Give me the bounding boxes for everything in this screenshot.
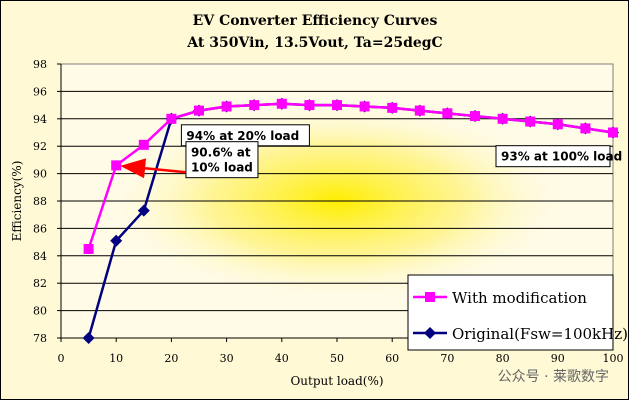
data-point (194, 105, 204, 116)
legend-entry-modified: With modification (413, 289, 587, 307)
y-tick-label: 86 (33, 222, 47, 235)
data-point (332, 100, 342, 111)
y-tick-label: 82 (33, 277, 47, 290)
x-tick-label: 40 (275, 352, 289, 365)
legend: With modification Original(Fsw=100kHz) (407, 274, 628, 351)
annotation-20pct: 94% at 20% load (180, 124, 310, 147)
annotation-text: 94% at 20% load (186, 129, 299, 143)
x-tick-label: 80 (496, 352, 510, 365)
data-point (442, 108, 453, 119)
annotation-arrow (120, 158, 187, 179)
x-axis-label: Output load(%) (290, 374, 383, 388)
data-point (276, 98, 287, 109)
y-tick-label: 78 (33, 332, 47, 345)
data-point (525, 116, 536, 127)
chart-title: EV Converter Efficiency Curves (193, 13, 438, 29)
data-point (497, 113, 508, 124)
series-layer (82, 97, 619, 344)
data-point (82, 332, 95, 344)
y-tick-label: 94 (33, 113, 47, 126)
y-tick-label: 90 (33, 168, 47, 181)
annotation-100pct: 93% at 100% load (495, 145, 622, 168)
annotation-box (185, 141, 259, 179)
data-point (138, 139, 149, 150)
legend-label: Original(Fsw=100kHz) (452, 325, 628, 343)
data-point (83, 243, 94, 254)
data-point (166, 113, 177, 124)
x-tick-label: 50 (330, 352, 344, 365)
watermark: 公众号 · 莱歌数字 (498, 369, 609, 385)
data-point (608, 127, 618, 138)
annotation-text: 10% load (191, 161, 253, 175)
legend-label: With modification (452, 289, 587, 307)
data-point (221, 101, 232, 112)
annotation-text: 93% at 100% load (501, 150, 622, 164)
y-tick-label: 84 (33, 250, 47, 263)
data-point (111, 160, 122, 171)
y-tick-label: 96 (33, 85, 47, 98)
data-point (580, 123, 591, 134)
data-point (387, 102, 398, 113)
grid: 78 80 82 84 86 88 90 92 94 96 98 0 10 20 30 40 50 60 70 80 9… (33, 58, 624, 365)
series-modified (83, 98, 618, 254)
data-point (249, 100, 260, 111)
data-point (552, 119, 563, 130)
x-tick-label: 100 (603, 352, 624, 365)
data-point (110, 234, 123, 247)
data-point (359, 101, 370, 112)
legend-box (407, 274, 614, 351)
x-tick-label: 70 (440, 352, 454, 365)
data-point (304, 100, 315, 111)
y-axis-label: Efficiency(%) (10, 161, 24, 242)
legend-marker (424, 327, 436, 339)
x-tick-label: 10 (109, 352, 123, 365)
y-tick-label: 92 (33, 140, 47, 153)
x-tick-label: 30 (220, 352, 234, 365)
x-tick-label: 20 (164, 352, 178, 365)
x-tick-label: 60 (385, 352, 399, 365)
chart-subtitle: At 350Vin, 13.5Vout, Ta=25degC (186, 35, 442, 51)
y-tick-label: 80 (33, 305, 47, 318)
annotation-box (495, 145, 611, 168)
y-tick-label: 98 (33, 58, 47, 71)
data-point (137, 204, 150, 217)
legend-entry-original: Original(Fsw=100kHz) (413, 325, 628, 343)
data-point (470, 111, 480, 122)
y-tick-label: 88 (33, 195, 47, 208)
annotation-text: 90.6% at (191, 146, 251, 160)
x-tick-label: 90 (551, 352, 565, 365)
x-tick-label: 0 (58, 352, 65, 365)
legend-marker (425, 292, 435, 302)
data-point (414, 105, 425, 116)
